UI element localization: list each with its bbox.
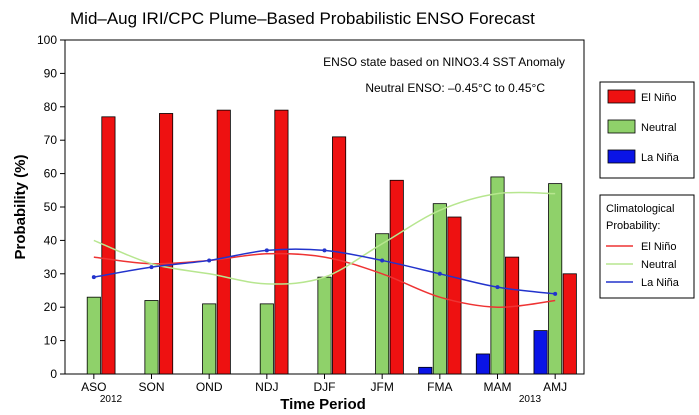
climatology-point-la-ni-a <box>149 265 154 270</box>
climatology-legend-label: Neutral <box>641 259 676 271</box>
y-tick-label: 30 <box>44 267 58 281</box>
climatology-legend-label: La Niña <box>641 277 680 289</box>
y-axis-ticks: 0 10 20 30 40 50 60 70 80 90 100 <box>37 33 65 381</box>
climatology-legend-title-line2: Probability: <box>606 220 660 232</box>
y-tick-label: 90 <box>44 66 58 80</box>
legend-swatch <box>607 89 636 104</box>
y-tick-label: 80 <box>44 100 58 114</box>
climatology-point-la-ni-a <box>380 258 385 263</box>
bar-neutral <box>490 176 505 375</box>
x-tick-label: ASO <box>81 380 106 394</box>
climatology-legend-title-line1: Climatological <box>606 203 674 215</box>
x-tick-label: OND <box>196 380 223 394</box>
start-year-label: 2012 <box>100 394 123 405</box>
bar-neutral <box>202 303 217 375</box>
bar-neutral <box>548 183 563 375</box>
y-tick-label: 0 <box>50 367 57 381</box>
legend-label: La Niña <box>641 152 680 164</box>
x-tick-label: NDJ <box>255 380 278 394</box>
bar-la-ni-a <box>418 366 433 375</box>
legend-swatch <box>607 149 636 164</box>
climatology-point-la-ni-a <box>207 258 212 263</box>
climatology-legend: Climatological Probability: El Niño Neutr… <box>599 194 695 299</box>
climatology-point-la-ni-a <box>495 285 500 290</box>
climatology-legend-label: El Niño <box>641 241 676 253</box>
y-tick-label: 10 <box>44 334 58 348</box>
climatology-point-la-ni-a <box>322 248 327 253</box>
bar-el-ni-o <box>216 109 231 375</box>
bar-neutral <box>86 296 101 375</box>
bar-el-ni-o <box>447 216 462 375</box>
x-tick-label: DJF <box>314 380 336 394</box>
bar-el-ni-o <box>562 273 577 375</box>
x-tick-label: FMA <box>427 380 452 394</box>
y-tick-label: 70 <box>44 133 58 147</box>
x-tick-label: MAM <box>484 380 512 394</box>
y-tick-label: 50 <box>44 200 58 214</box>
annotation-basis: ENSO state based on NINO3.4 SST Anomaly <box>323 55 565 69</box>
bar-el-ni-o <box>332 136 347 375</box>
climatology-line-neutral <box>93 191 556 285</box>
x-axis-label: Time Period <box>280 396 366 413</box>
bar-el-ni-o <box>505 256 520 375</box>
bar-neutral <box>144 300 159 375</box>
climatology-line-el-ni-o <box>93 252 556 308</box>
y-tick-label: 40 <box>44 233 58 247</box>
series-legend: El Niño Neutral La Niña <box>599 81 695 179</box>
x-axis-ticks: ASO SON OND NDJ DJF JFM FMA MAM AMJ <box>81 374 567 394</box>
bar-marks <box>86 109 577 375</box>
x-tick-label: JFM <box>371 380 394 394</box>
bar-la-ni-a <box>533 330 548 375</box>
x-tick-label: SON <box>138 380 164 394</box>
bar-neutral <box>432 203 447 375</box>
bar-la-ni-a <box>475 353 490 375</box>
annotation-neutral-range: Neutral ENSO: –0.45°C to 0.45°C <box>365 81 545 95</box>
end-year-label: 2013 <box>519 394 542 405</box>
climatology-point-la-ni-a <box>91 275 96 280</box>
bar-el-ni-o <box>274 109 289 375</box>
bar-neutral <box>317 276 332 375</box>
legend-swatch <box>607 119 636 134</box>
y-tick-label: 20 <box>44 300 58 314</box>
y-tick-label: 60 <box>44 167 58 181</box>
climatology-point-la-ni-a <box>553 291 558 296</box>
bar-el-ni-o <box>159 113 174 375</box>
x-tick-label: AMJ <box>543 380 567 394</box>
chart-title: Mid–Aug IRI/CPC Plume–Based Probabilisti… <box>70 9 535 28</box>
bar-el-ni-o <box>101 116 116 375</box>
bar-neutral <box>259 303 274 375</box>
climatology-lines <box>91 191 558 308</box>
climatology-point-la-ni-a <box>437 271 442 276</box>
legend-label: El Niño <box>641 92 676 104</box>
y-tick-label: 100 <box>37 33 57 47</box>
legend-label: Neutral <box>641 122 676 134</box>
climatology-point-la-ni-a <box>264 248 269 253</box>
bar-neutral <box>375 233 390 375</box>
y-axis-label: Probability (%) <box>12 154 29 259</box>
